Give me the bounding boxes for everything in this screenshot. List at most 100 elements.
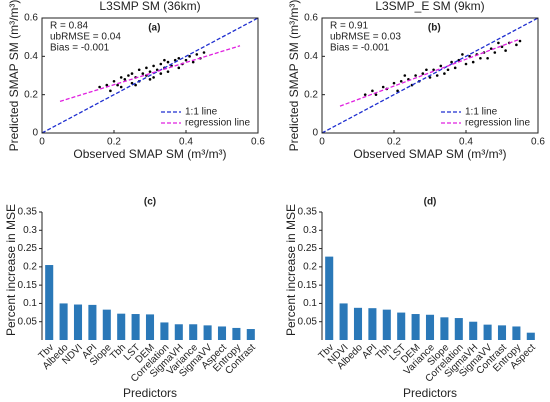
- line: [59, 45, 241, 102]
- x-axis-label: Observed SMAP SM (m³/m³): [73, 147, 226, 161]
- point: [396, 89, 399, 93]
- point: [479, 56, 482, 60]
- chart-title: L3SMP SM (36km): [99, 0, 200, 13]
- point: [504, 49, 507, 52]
- bar: [232, 327, 241, 340]
- y-tick-label: 0.4: [304, 51, 318, 62]
- point: [130, 81, 134, 85]
- bar: [131, 314, 140, 340]
- bar: [102, 309, 111, 340]
- annotation: ubRMSE = 0.04: [50, 32, 121, 43]
- bar: [88, 304, 97, 340]
- bar: [174, 324, 183, 340]
- line: [339, 38, 521, 107]
- bar: [117, 313, 126, 340]
- y-tick-label: 0.25: [18, 243, 38, 254]
- point: [414, 74, 417, 77]
- bar: [203, 325, 212, 340]
- bar: [160, 322, 169, 340]
- bar: [382, 309, 391, 340]
- y-tick-label: 0.05: [18, 316, 38, 327]
- point: [497, 41, 500, 45]
- bar: [325, 256, 334, 340]
- point: [432, 68, 435, 72]
- point: [184, 58, 188, 62]
- point: [202, 51, 206, 54]
- point: [127, 74, 130, 77]
- point: [134, 83, 137, 87]
- y-tick-label: 0: [312, 128, 318, 139]
- point: [191, 60, 195, 64]
- bar: [353, 307, 363, 340]
- bar: [454, 318, 463, 340]
- point: [453, 66, 457, 70]
- point: [152, 64, 155, 68]
- y-tick-label: 0.1: [303, 298, 317, 309]
- point: [166, 60, 170, 64]
- y-tick-label: 0.1: [23, 298, 37, 309]
- y-axis-label: Predicted SMAP SM (m³/m³): [287, 0, 301, 151]
- bar: [440, 317, 449, 340]
- point: [486, 56, 489, 60]
- x-tick-label: 0.4: [459, 137, 473, 148]
- point: [374, 93, 378, 96]
- bar: [368, 308, 377, 340]
- point: [152, 76, 155, 79]
- point: [403, 74, 407, 77]
- axes-box: [41, 17, 259, 134]
- line: [321, 17, 539, 134]
- legend-label: regression line: [465, 118, 530, 129]
- point: [435, 74, 439, 77]
- point: [392, 81, 396, 85]
- point: [493, 51, 497, 54]
- bar: [411, 314, 420, 340]
- y-tick-label: 0.2: [24, 89, 38, 100]
- y-tick-label: 0.3: [23, 225, 37, 236]
- panel-label: (b): [428, 23, 441, 34]
- bar: [217, 326, 227, 340]
- legend-box: [438, 106, 534, 130]
- x-axis-label: Observed SMAP SM (m³/m³): [353, 147, 506, 161]
- point: [148, 70, 152, 73]
- y-tick-label: 0.05: [298, 316, 318, 327]
- x-tick-label: 0: [319, 137, 325, 148]
- y-tick-label: 0.15: [298, 280, 318, 291]
- point: [518, 39, 522, 43]
- bar: [512, 326, 521, 340]
- y-tick-label: 0.25: [298, 243, 318, 254]
- point: [112, 79, 116, 83]
- point: [371, 89, 374, 93]
- annotation: R = 0.84: [50, 21, 89, 32]
- annotation: Bias = -0.001: [50, 43, 110, 54]
- point: [188, 55, 191, 58]
- point: [98, 85, 101, 89]
- x-axis-label: Predictors: [403, 386, 457, 400]
- panel-label: (c): [144, 197, 156, 208]
- panel-label: (a): [148, 23, 160, 34]
- x-tick-label: 0.6: [531, 137, 545, 148]
- annotation: Bias = -0.001: [330, 43, 390, 54]
- point: [450, 60, 453, 64]
- legend-label: regression line: [185, 118, 250, 129]
- point: [500, 45, 504, 49]
- point: [457, 58, 461, 62]
- point: [119, 76, 123, 79]
- y-tick-label: 0.2: [304, 89, 318, 100]
- chart-title: L3SMP_E SM (9km): [375, 0, 484, 13]
- point: [116, 83, 119, 87]
- x-tick-label: 0: [39, 137, 45, 148]
- point: [439, 64, 443, 68]
- line: [41, 17, 259, 134]
- point: [177, 66, 181, 70]
- y-axis-label: Percent increase in MSE: [284, 204, 298, 336]
- point: [443, 72, 446, 75]
- point: [381, 85, 385, 89]
- point: [130, 72, 134, 75]
- bar: [526, 332, 535, 340]
- bar: [425, 314, 435, 340]
- y-axis-label: Percent increase in MSE: [4, 204, 18, 336]
- point: [177, 56, 181, 60]
- point: [155, 68, 159, 72]
- point: [141, 72, 145, 75]
- point: [425, 68, 428, 72]
